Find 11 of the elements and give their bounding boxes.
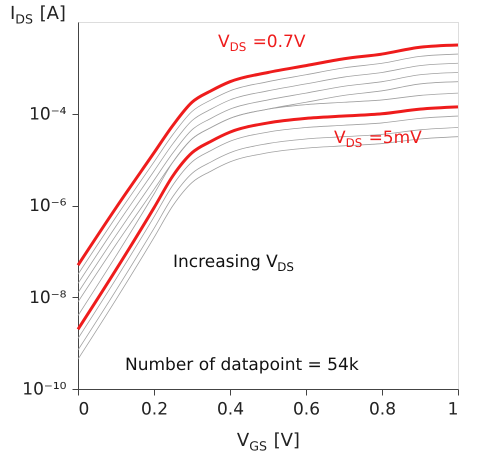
y-tick-label: 10⁻⁶ [29, 196, 67, 216]
x-tick-label: 0.4 [216, 400, 244, 420]
x-tick-label: 0.6 [292, 400, 320, 420]
x-tick-label: 0 [78, 400, 90, 420]
y-tick-label: 10⁻⁸ [29, 288, 67, 308]
x-tick-label: 0.2 [140, 400, 168, 420]
y-tick-label: 10⁻⁴ [29, 104, 67, 124]
annotation: Number of datapoint = 54k [125, 355, 359, 375]
y-tick-label: 10⁻¹⁰ [22, 380, 67, 400]
x-tick-label: 1 [448, 400, 458, 420]
x-tick-label: 0.8 [368, 400, 396, 420]
